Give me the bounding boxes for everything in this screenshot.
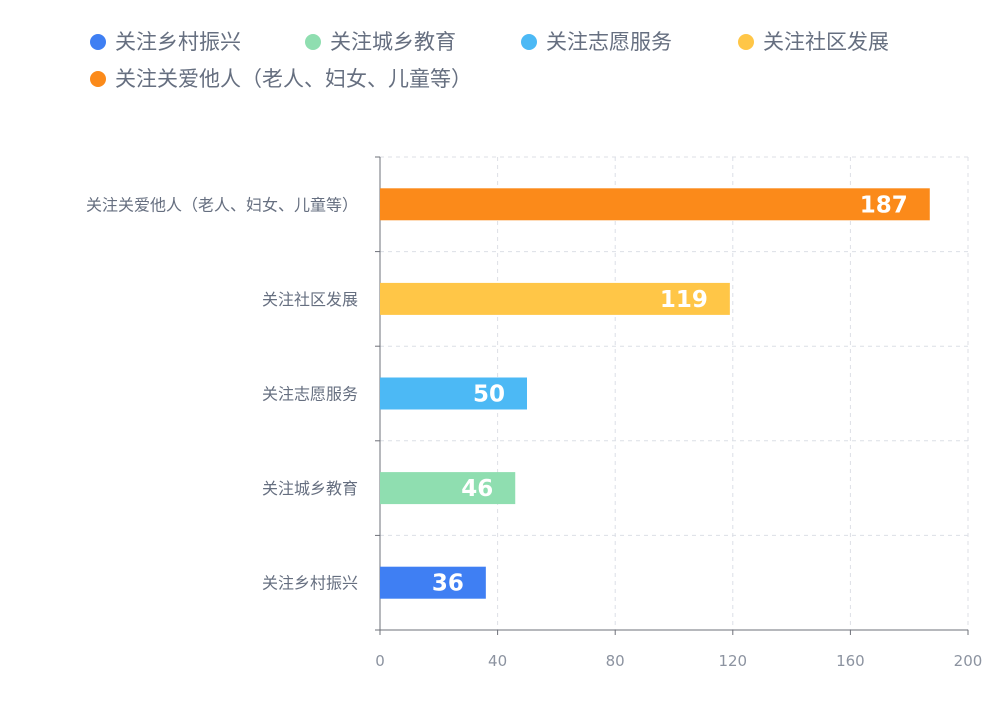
data-label: 36 xyxy=(432,571,464,597)
legend-marker xyxy=(90,71,106,87)
data-label: 50 xyxy=(473,382,505,408)
bar[interactable] xyxy=(380,282,730,315)
category-label: 关注城乡教育 xyxy=(262,479,358,498)
x-tick-label: 200 xyxy=(954,652,983,670)
x-tick-label: 40 xyxy=(488,652,507,670)
legend: 关注乡村振兴 关注城乡教育 关注志愿服务 关注社区发展关注关爱他人（老人、妇女、儿童等… xyxy=(90,30,889,91)
legend-label: 关注乡村振兴 xyxy=(115,30,241,54)
legend-marker xyxy=(521,34,537,50)
bars xyxy=(380,188,930,599)
legend-marker xyxy=(305,34,321,50)
category-label: 关注志愿服务 xyxy=(262,385,358,404)
x-tick-label: 0 xyxy=(375,652,385,670)
legend-label: 关注城乡教育 xyxy=(330,30,456,54)
legend-item[interactable]: 关注乡村振兴 xyxy=(90,30,241,54)
data-label: 187 xyxy=(860,192,908,218)
bar[interactable] xyxy=(380,377,527,410)
data-label: 119 xyxy=(660,287,708,313)
legend-label: 关注社区发展 xyxy=(763,30,889,54)
grid xyxy=(380,156,969,630)
legend-marker xyxy=(738,34,754,50)
legend-item[interactable]: 关注志愿服务 xyxy=(521,30,672,54)
x-tick-label: 80 xyxy=(606,652,625,670)
x-tick-labels: 0 40 80 120 160 200 xyxy=(375,652,982,670)
bar[interactable] xyxy=(380,566,486,599)
category-label: 关注关爱他人（老人、妇女、儿童等） xyxy=(86,195,358,214)
legend-item[interactable]: 关注社区发展 xyxy=(738,30,889,54)
bar[interactable] xyxy=(380,188,930,221)
legend-item[interactable]: 关注关爱他人（老人、妇女、儿童等） xyxy=(90,67,472,91)
x-tick-label: 160 xyxy=(836,652,865,670)
legend-marker xyxy=(90,34,106,50)
data-label: 46 xyxy=(461,476,493,502)
value-labels: 36 46 50 119 187 xyxy=(432,192,908,596)
category-label: 关注社区发展 xyxy=(262,290,358,309)
legend-item[interactable]: 关注城乡教育 xyxy=(305,30,456,54)
category-label: 关注乡村振兴 xyxy=(262,574,358,593)
bar[interactable] xyxy=(380,472,516,505)
x-tick-label: 120 xyxy=(718,652,747,670)
legend-label: 关注关爱他人（老人、妇女、儿童等） xyxy=(115,67,472,91)
legend-label: 关注志愿服务 xyxy=(546,30,672,54)
